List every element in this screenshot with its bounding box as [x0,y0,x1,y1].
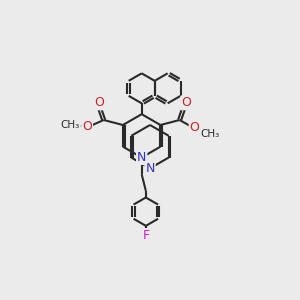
Text: N: N [137,151,146,164]
Text: CH₃: CH₃ [61,120,80,130]
Text: CH₃: CH₃ [200,129,219,139]
Text: O: O [94,96,104,109]
Text: O: O [181,96,191,109]
Text: O: O [82,120,92,133]
Text: O: O [190,121,200,134]
Text: F: F [142,229,149,242]
Text: N: N [145,162,155,175]
